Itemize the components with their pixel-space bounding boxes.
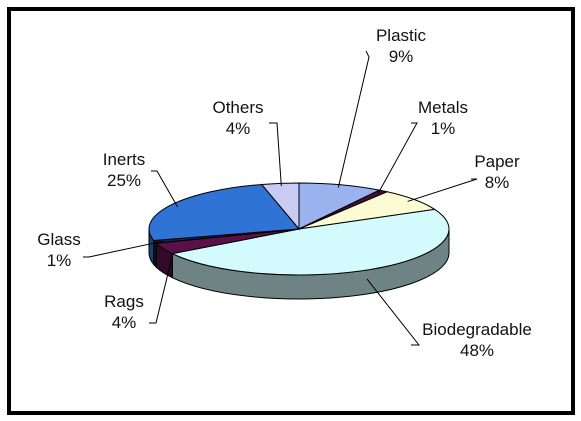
label-others-name: Others xyxy=(212,98,264,117)
label-metals-pct: 1% xyxy=(430,119,456,138)
label-glass: Glass 1% xyxy=(37,229,80,271)
label-inerts: Inerts 25% xyxy=(103,149,146,191)
label-others: Others 4% xyxy=(212,97,263,139)
label-rags: Rags 4% xyxy=(104,291,144,333)
chart-frame: Plastic 9% Metals 1% Paper 8% Biodegrada… xyxy=(7,7,575,415)
label-glass-name: Glass xyxy=(37,230,81,249)
label-biodegradable-name: Biodegradable xyxy=(422,320,532,339)
label-paper: Paper 8% xyxy=(474,151,519,193)
label-rags-pct: 4% xyxy=(111,313,137,332)
leader-line-rags xyxy=(149,259,172,324)
label-biodegradable: Biodegradable 48% xyxy=(422,319,532,361)
slice-others xyxy=(260,182,300,231)
leader-line-plastic xyxy=(337,50,370,188)
label-metals: Metals 1% xyxy=(418,97,468,139)
label-paper-pct: 8% xyxy=(484,173,510,192)
label-glass-pct: 1% xyxy=(46,251,72,270)
leader-line-glass xyxy=(83,240,164,258)
pie-chart xyxy=(83,50,478,346)
label-inerts-pct: 25% xyxy=(106,171,142,190)
leader-line-others xyxy=(269,122,282,187)
slice-plastic xyxy=(298,182,381,230)
label-others-pct: 4% xyxy=(225,119,251,138)
label-rags-name: Rags xyxy=(104,292,144,311)
slice-inerts xyxy=(148,183,301,241)
label-inerts-name: Inerts xyxy=(102,150,146,169)
slice-biodegradable xyxy=(170,208,450,276)
leader-line-inerts xyxy=(151,170,179,208)
label-plastic-name: Plastic xyxy=(375,26,427,45)
label-metals-name: Metals xyxy=(417,98,469,117)
label-paper-name: Paper xyxy=(474,152,520,171)
label-plastic-pct: 9% xyxy=(388,47,414,66)
leader-line-biodegradable xyxy=(366,278,421,346)
leader-line-paper xyxy=(407,178,478,202)
label-biodegradable-pct: 48% xyxy=(459,341,495,360)
leader-line-metals xyxy=(377,122,418,194)
label-plastic: Plastic 9% xyxy=(376,25,426,67)
